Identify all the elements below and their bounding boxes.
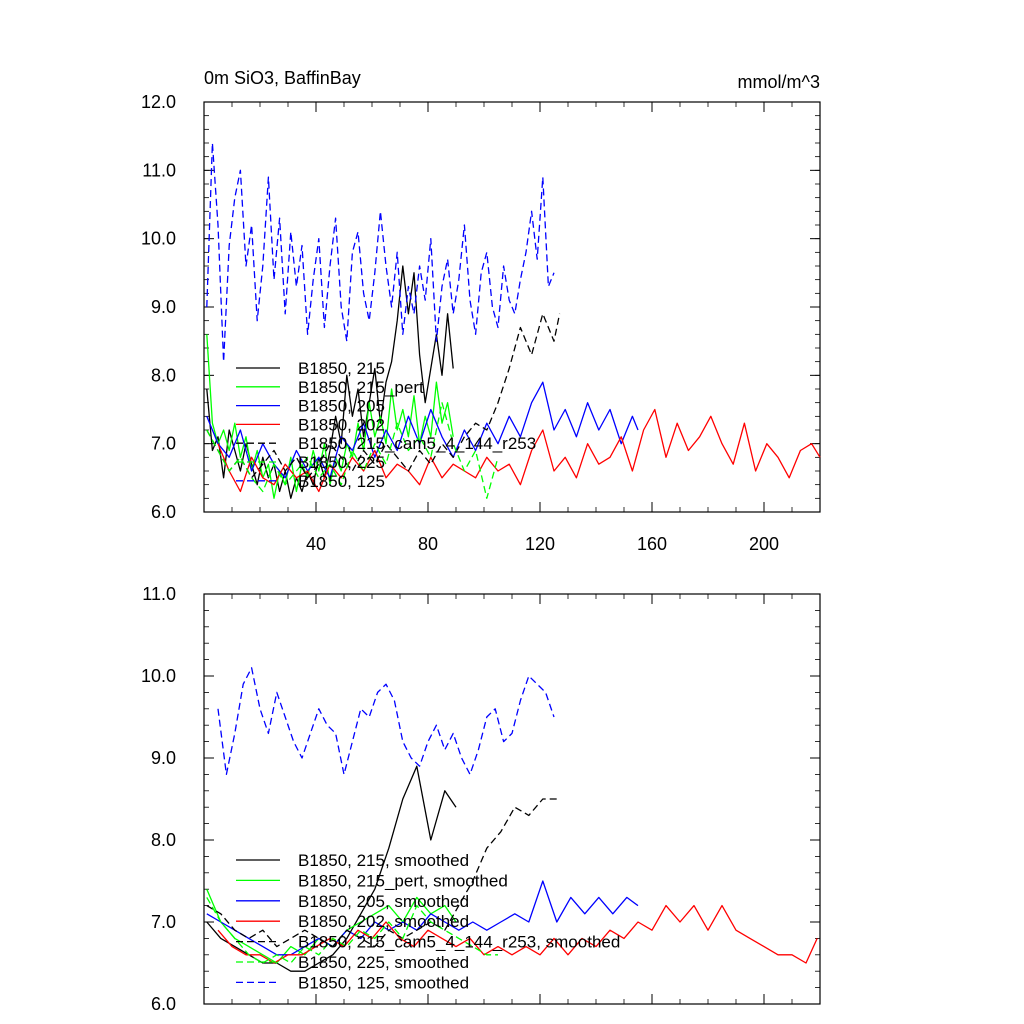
legend-label: B1850, 225: [298, 453, 385, 472]
y-tick-label: 6.0: [151, 994, 176, 1014]
y-tick-label: 9.0: [151, 297, 176, 317]
chart-units-label: mmol/m^3: [738, 72, 820, 92]
series-line-b1850-125: [206, 142, 555, 363]
y-tick-label: 8.0: [151, 365, 176, 385]
series-line-b1850-225: [206, 402, 499, 499]
series-line-b1850-205: [206, 381, 639, 479]
series-group: [206, 667, 818, 972]
y-tick-label: 7.0: [151, 912, 176, 932]
y-tick-label: 6.0: [151, 502, 176, 522]
x-tick-label: 200: [749, 534, 779, 554]
series-line-b1850-215-pert: [206, 334, 454, 499]
y-tick-label: 7.0: [151, 434, 176, 454]
y-tick-label: 10.0: [141, 666, 176, 686]
legend-label: B1850, 215: [298, 359, 385, 378]
x-tick-label: 160: [637, 534, 667, 554]
legend-label: B1850, 215_pert, smoothed: [298, 871, 508, 890]
series-line-b1850-205-smoothed: [206, 880, 639, 956]
series-line-b1850-215-cam5-4-144-r253-smoothed: [206, 798, 557, 948]
legend-label: B1850, 202, smoothed: [298, 912, 469, 931]
axes-group: 6.0 7.0 8.0 9.0 10.0 11.0 12.0 40 80 120 160 200: [141, 92, 820, 554]
series-line-b1850-225-smoothed: [206, 897, 498, 964]
legend-label: B1850, 215_pert: [298, 378, 424, 397]
series-line-b1850-125-smoothed: [217, 667, 555, 776]
series-line-b1850-215-cam5-4-144-r253: [206, 313, 561, 479]
axes-group: 6.0 7.0 8.0 9.0 10.0 11.0: [141, 584, 820, 1014]
y-tick-label: 10.0: [141, 229, 176, 249]
y-tick-label: 12.0: [141, 92, 176, 112]
legend-label: B1850, 215_cam5_4_144_r253, smoothed: [298, 933, 620, 952]
series-line-b1850-202: [217, 408, 821, 493]
x-tick-label: 40: [306, 534, 326, 554]
y-tick-label: 11.0: [142, 584, 176, 604]
top-panel: 0m SiO3, BaffinBay mmol/m^3 6.0 7.0 8.0 9.0…: [141, 68, 821, 554]
y-tick-label: 11.0: [142, 160, 176, 180]
bottom-panel: 6.0 7.0 8.0 9.0 10.0 11.0 B1850, 215, smoothe…: [141, 584, 821, 1014]
legend-label: B1850, 215, smoothed: [298, 851, 469, 870]
legend-label: B1850, 205: [298, 397, 385, 416]
legend-label: B1850, 125, smoothed: [298, 973, 469, 992]
series-group: [206, 142, 821, 499]
legend-label: B1850, 215_cam5_4_144_r253: [298, 434, 536, 453]
legend-label: B1850, 202: [298, 415, 385, 434]
y-tick-label: 8.0: [151, 830, 176, 850]
legend-label: B1850, 225, smoothed: [298, 953, 469, 972]
chart-title: 0m SiO3, BaffinBay: [204, 68, 361, 88]
legend-label: B1850, 205, smoothed: [298, 892, 469, 911]
legend-label: B1850, 125: [298, 472, 385, 491]
y-tick-label: 9.0: [151, 748, 176, 768]
x-tick-label: 120: [525, 534, 555, 554]
series-line-b1850-202-smoothed: [217, 904, 818, 964]
x-tick-label: 80: [418, 534, 438, 554]
